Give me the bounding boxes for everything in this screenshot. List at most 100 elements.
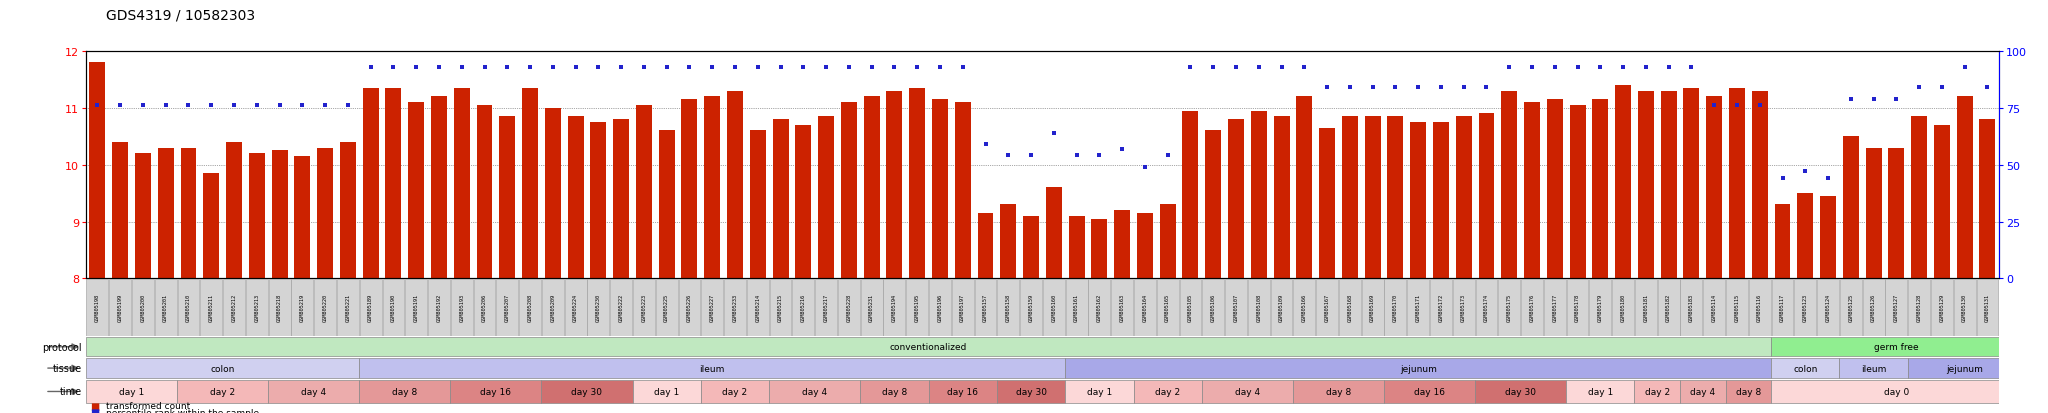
Point [764,64,797,71]
Point [924,64,956,71]
Bar [1772,337,2021,356]
Bar [1069,216,1085,279]
Bar [500,117,516,279]
Text: GSM805211: GSM805211 [209,294,213,322]
Text: tissue: tissue [53,363,82,373]
Point [240,103,272,109]
Point [786,64,819,71]
Text: GSM805172: GSM805172 [1438,294,1444,322]
Text: ■: ■ [90,407,100,413]
Text: GSM805123: GSM805123 [1802,294,1808,322]
Text: GSM805179: GSM805179 [1597,294,1604,322]
Bar [1251,111,1268,279]
Point [1401,85,1434,91]
Point [1425,85,1458,91]
Text: GSM805166: GSM805166 [1303,294,1307,322]
Bar [1501,91,1518,279]
Text: GSM805183: GSM805183 [1690,294,1694,322]
Point [1061,153,1094,159]
Point [1698,103,1731,109]
Bar [362,88,379,279]
Text: day 8: day 8 [1737,387,1761,396]
FancyBboxPatch shape [1294,279,1315,336]
Point [1653,64,1686,71]
Text: GSM805163: GSM805163 [1120,294,1124,322]
FancyBboxPatch shape [1270,279,1292,336]
Point [991,153,1024,159]
Point [82,103,115,109]
Text: ileum: ileum [1862,364,1886,373]
Point [1221,64,1253,71]
Text: GSM805178: GSM805178 [1575,294,1581,322]
Text: GSM805231: GSM805231 [868,294,874,322]
Point [514,64,547,71]
Text: GSM805170: GSM805170 [1393,294,1399,322]
Bar [358,358,1065,378]
FancyBboxPatch shape [178,279,199,336]
Text: GSM805227: GSM805227 [711,294,715,322]
Bar [1386,117,1403,279]
FancyBboxPatch shape [678,279,700,336]
Text: GSM805196: GSM805196 [938,294,942,322]
Bar [86,380,176,403]
FancyBboxPatch shape [1681,279,1702,336]
Bar [1634,380,1679,403]
Bar [1546,100,1563,279]
FancyBboxPatch shape [428,279,451,336]
Bar [477,106,492,279]
Text: jejunum: jejunum [1399,364,1436,373]
Bar [250,154,264,279]
Text: GSM805200: GSM805200 [141,294,145,322]
Text: ileum: ileum [700,364,725,373]
Bar [700,380,770,403]
Point [1675,64,1708,71]
Text: percentile rank within the sample: percentile rank within the sample [106,408,260,413]
Bar [750,131,766,279]
Bar [272,151,287,279]
Bar [727,91,743,279]
Text: GDS4319 / 10582303: GDS4319 / 10582303 [106,8,256,22]
FancyBboxPatch shape [1384,279,1407,336]
Bar [1729,88,1745,279]
Text: jejunum: jejunum [1946,364,1982,373]
Text: GSM805159: GSM805159 [1028,294,1034,322]
Point [172,103,205,109]
Text: GSM805107: GSM805107 [1233,294,1239,322]
Point [1948,64,1980,71]
Text: GSM805176: GSM805176 [1530,294,1534,322]
Text: GSM805115: GSM805115 [1735,294,1739,322]
Bar [317,148,334,279]
Text: GSM805130: GSM805130 [1962,294,1968,322]
Text: GSM805224: GSM805224 [573,294,578,322]
Text: GSM805217: GSM805217 [823,294,829,322]
FancyBboxPatch shape [588,279,610,336]
Bar [1774,205,1790,279]
Text: GSM805222: GSM805222 [618,294,625,322]
Text: GSM805169: GSM805169 [1370,294,1374,322]
Text: day 4: day 4 [1690,387,1716,396]
Bar [999,205,1016,279]
Bar [1202,380,1292,403]
Bar [268,380,358,403]
Point [1288,64,1321,71]
Bar [522,88,539,279]
Point [127,103,160,109]
FancyBboxPatch shape [930,279,950,336]
FancyBboxPatch shape [473,279,496,336]
Text: GSM805193: GSM805193 [459,294,465,322]
Text: GSM805230: GSM805230 [596,294,600,322]
FancyBboxPatch shape [1772,279,1794,336]
Bar [842,103,856,279]
Text: GSM805131: GSM805131 [1985,294,1991,322]
Bar [1772,380,2021,403]
FancyBboxPatch shape [1612,279,1634,336]
Text: day 1: day 1 [653,387,680,396]
Bar [1434,123,1448,279]
Bar [225,142,242,279]
FancyBboxPatch shape [1339,279,1360,336]
Text: ■: ■ [90,401,100,411]
Point [1151,153,1184,159]
Point [377,64,410,71]
Text: day 16: day 16 [948,387,979,396]
Text: GSM805189: GSM805189 [369,294,373,322]
